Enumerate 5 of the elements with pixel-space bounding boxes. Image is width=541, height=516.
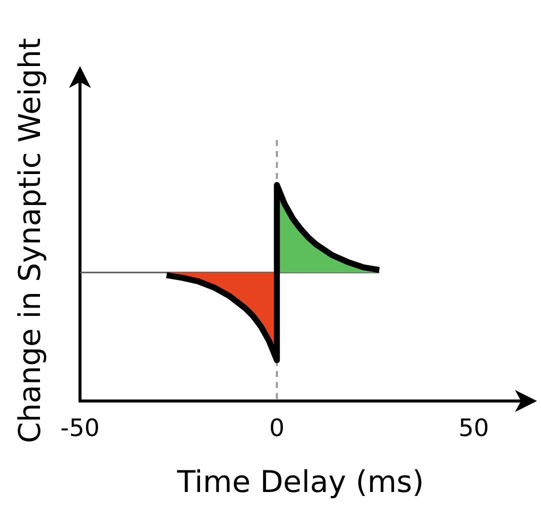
x-tick-label: 0	[269, 414, 285, 442]
y-axis-title: Change in Synaptic Weight	[12, 38, 48, 444]
x-tick-label: -50	[60, 414, 100, 442]
x-axis-title: Time Delay (ms)	[176, 464, 424, 500]
x-tick-label: 50	[458, 414, 490, 442]
